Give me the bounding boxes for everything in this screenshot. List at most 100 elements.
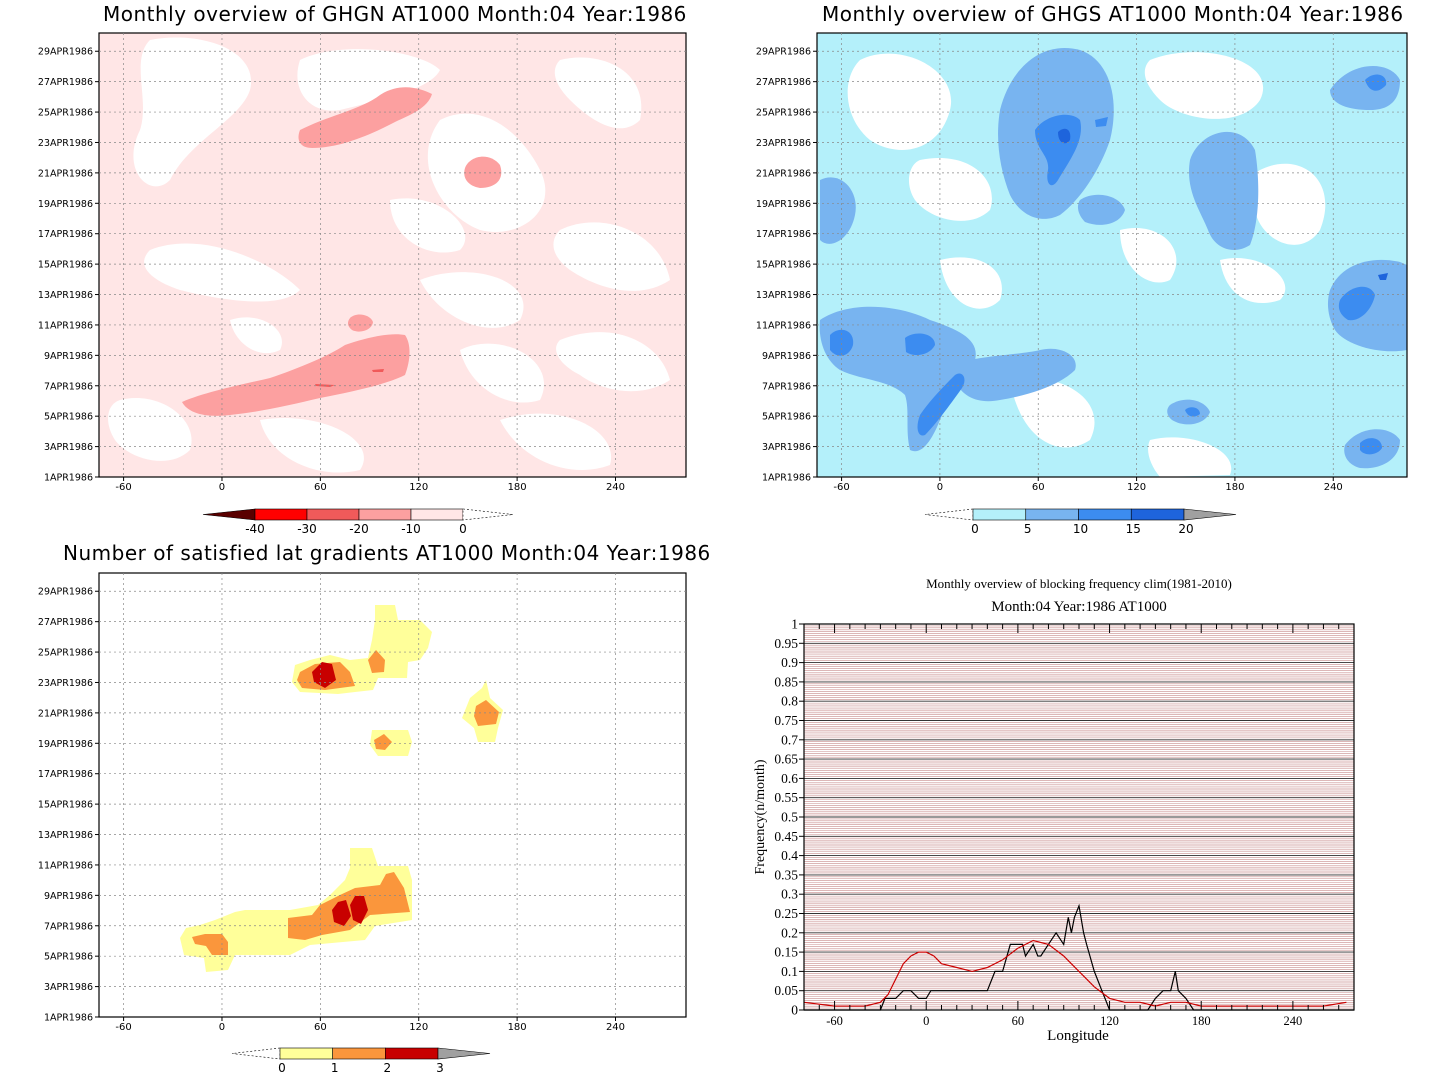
y-tick-label: 0.95 <box>774 636 798 651</box>
gradients-contours <box>99 573 686 1017</box>
colorbar-segment <box>1078 508 1132 521</box>
y-tick-label: 0.7 <box>781 732 798 747</box>
lon-tick-label: -60 <box>115 1022 131 1033</box>
chart-x-ticks: -60 0 60 120 180 240 <box>803 624 1355 1028</box>
date-tick-label: 9APR1986 <box>44 891 93 902</box>
y-tick-label: 0.1 <box>781 964 798 979</box>
y-tick-label: 1 <box>791 617 798 632</box>
panel1-title: Monthly overview of GHGN AT1000 Month:04… <box>103 2 687 26</box>
date-tick-label: 29APR1986 <box>38 587 93 598</box>
lon-tick-label: 60 <box>1032 482 1045 493</box>
chart-y-axis-label: Frequency(n/month) <box>753 759 768 874</box>
y-tick-label: 0.4 <box>781 848 798 863</box>
colorbar-label: -30 <box>297 522 317 536</box>
date-tick-label: 5APR1986 <box>762 412 811 423</box>
ghgn-date-ticks: 1APR1986 3APR1986 5APR1986 7APR1986 9APR1986… <box>38 47 99 484</box>
colorbar-label: 1 <box>331 1061 339 1075</box>
date-tick-label: 15APR1986 <box>756 260 811 271</box>
date-tick-label: 25APR1986 <box>38 108 93 119</box>
colorbar-extend-right <box>462 508 514 521</box>
date-tick-label: 23APR1986 <box>38 678 93 689</box>
colorbar-extend-right <box>1183 508 1237 521</box>
lon-tick-label: 120 <box>1127 482 1146 493</box>
chart-subtitle: Month:04 Year:1986 AT1000 <box>991 599 1166 615</box>
lon-tick-label: 120 <box>409 482 428 493</box>
colorbar-label: 20 <box>1178 522 1193 536</box>
date-tick-label: 17APR1986 <box>38 229 93 240</box>
date-tick-label: 11APR1986 <box>756 320 811 331</box>
ghgn-frame <box>98 32 687 478</box>
date-tick-label: 7APR1986 <box>44 921 93 932</box>
ghgn-contours <box>99 33 686 477</box>
y-tick-label: 0.9 <box>781 655 798 670</box>
colorbar-label: -20 <box>349 522 369 536</box>
colorbar-segment <box>410 508 464 521</box>
colorbar-segment <box>1025 508 1079 521</box>
date-tick-label: 23APR1986 <box>756 138 811 149</box>
date-tick-label: 29APR1986 <box>756 47 811 58</box>
colorbar-segment <box>279 1047 333 1060</box>
ghgn-map: 1APR1986 3APR1986 5APR1986 7APR1986 9APR1986… <box>38 32 687 536</box>
date-tick-label: 1APR1986 <box>44 1013 93 1024</box>
lon-tick-label: -60 <box>115 482 131 493</box>
date-tick-label: 21APR1986 <box>38 168 93 179</box>
ghgn-lon-ticks: -60 0 60 120 180 240 <box>115 477 625 493</box>
date-tick-label: 21APR1986 <box>756 168 811 179</box>
chart-y-ticks: 0 0.05 0.1 0.15 0.2 0.25 0.3 0.35 0.4 0.45 0.5 0.55… <box>774 617 804 1018</box>
panel3-title: Number of satisfied lat gradients AT1000… <box>63 541 711 565</box>
colorbar-extend-right <box>437 1047 491 1060</box>
colorbar-label: 2 <box>384 1061 392 1075</box>
colorbar-segment <box>306 508 360 521</box>
date-tick-label: 13APR1986 <box>38 290 93 301</box>
date-tick-label: 21APR1986 <box>38 708 93 719</box>
date-tick-label: 17APR1986 <box>756 229 811 240</box>
y-tick-label: 0 <box>791 1003 798 1018</box>
colorbar-label: 0 <box>459 522 467 536</box>
x-tick-label: -60 <box>826 1014 843 1028</box>
gradients-grid <box>99 573 686 1017</box>
date-tick-label: 27APR1986 <box>756 77 811 88</box>
lon-tick-label: 240 <box>606 1022 625 1033</box>
date-tick-label: 25APR1986 <box>756 108 811 119</box>
lon-tick-label: -60 <box>833 482 849 493</box>
colorbar-extend-left <box>202 508 256 521</box>
date-tick-label: 7APR1986 <box>762 381 811 392</box>
lon-tick-label: 0 <box>219 482 225 493</box>
chart-title: Monthly overview of blocking frequency c… <box>926 576 1232 591</box>
chart-series <box>803 903 1354 1011</box>
lon-tick-label: 120 <box>409 1022 428 1033</box>
blocking-frequency-chart: Monthly overview of blocking frequency c… <box>753 576 1355 1044</box>
date-tick-label: 5APR1986 <box>44 412 93 423</box>
date-tick-label: 3APR1986 <box>44 442 93 453</box>
colorbar-segment <box>254 508 308 521</box>
lon-tick-label: 240 <box>606 482 625 493</box>
ghgs-map: 1APR1986 3APR1986 5APR1986 7APR1986 9APR1986… <box>756 32 1408 536</box>
lon-tick-label: 180 <box>1225 482 1244 493</box>
date-tick-label: 3APR1986 <box>762 442 811 453</box>
colorbar-label: 10 <box>1073 522 1088 536</box>
colorbar-label: 3 <box>436 1061 444 1075</box>
x-tick-label: 180 <box>1192 1014 1211 1028</box>
ghgs-grid <box>817 33 1407 477</box>
date-tick-label: 23APR1986 <box>38 138 93 149</box>
ghgn-colorbar: -40 -30 -20 -10 0 <box>202 508 514 536</box>
colorbar-segment <box>385 1047 439 1060</box>
ghgn-grid <box>99 33 686 477</box>
ghgs-contours <box>817 33 1407 477</box>
y-tick-label: 0.8 <box>781 694 798 709</box>
date-tick-label: 5APR1986 <box>44 952 93 963</box>
lon-tick-label: 60 <box>314 1022 327 1033</box>
date-tick-label: 15APR1986 <box>38 260 93 271</box>
date-tick-label: 7APR1986 <box>44 381 93 392</box>
date-tick-label: 13APR1986 <box>38 830 93 841</box>
date-tick-label: 1APR1986 <box>762 473 811 484</box>
y-tick-label: 0.2 <box>781 925 798 940</box>
date-tick-label: 19APR1986 <box>38 739 93 750</box>
chart-hatch <box>804 623 1354 1011</box>
colorbar-label: 5 <box>1024 522 1032 536</box>
date-tick-label: 27APR1986 <box>38 617 93 628</box>
x-tick-label: 120 <box>1100 1014 1119 1028</box>
date-tick-label: 9APR1986 <box>762 351 811 362</box>
gradients-date-ticks: 1APR1986 3APR1986 5APR1986 7APR1986 9APR1986… <box>38 587 99 1024</box>
x-tick-label: 0 <box>923 1014 929 1028</box>
